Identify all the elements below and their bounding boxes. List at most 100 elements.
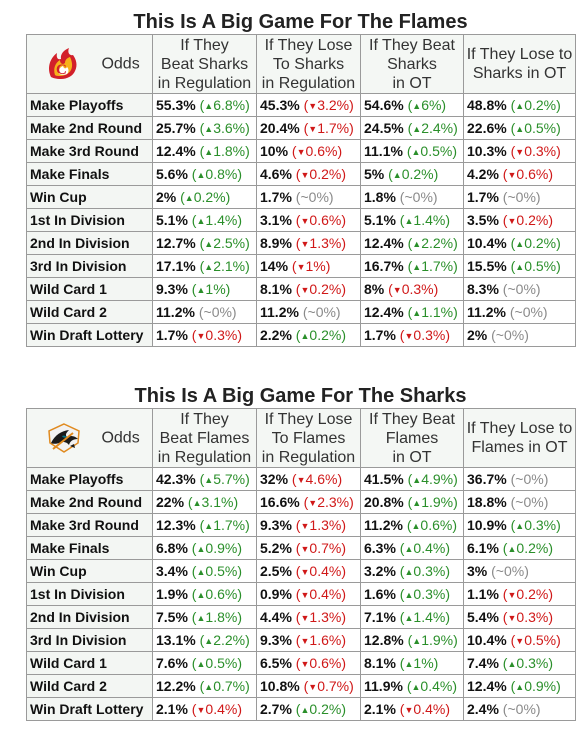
change-value: (▲0.5%) <box>506 120 561 136</box>
odds-cell: 12.8% (▲1.9%) <box>360 628 464 652</box>
change-amount: 0.3% <box>516 655 549 671</box>
change-amount: 0.2% <box>516 212 549 228</box>
tilde-icon: ~ <box>404 189 413 205</box>
tilde-icon: ~ <box>495 563 504 579</box>
tilde-icon: ~ <box>495 327 504 343</box>
triangle-down-icon: ▼ <box>300 613 310 623</box>
odds-cell: 12.4% (▲0.9%) <box>463 674 576 698</box>
change-value: (▲1%) <box>395 655 439 671</box>
triangle-down-icon: ▼ <box>507 613 517 623</box>
odds-cell: 6.8% (▲0.9%) <box>152 536 257 560</box>
change-value: (~0%) <box>498 701 541 717</box>
odds-value: 1.9% <box>156 586 188 602</box>
odds-cell: 22.6% (▲0.5%) <box>463 116 576 140</box>
triangle-down-icon: ▼ <box>404 331 414 341</box>
change-value: (▼3.2%) <box>299 97 354 113</box>
flames-section: This Is A Big Game For The Flames C Odds… <box>26 10 576 347</box>
table-row: Make Playoffs 55.3% (▲6.8%) 45.3% (▼3.2%) 5… <box>26 93 576 117</box>
triangle-up-icon: ▲ <box>507 659 517 669</box>
change-amount: 1.1% <box>421 304 454 320</box>
triangle-up-icon: ▲ <box>196 590 206 600</box>
row-label: 2nd In Division <box>26 231 153 255</box>
table-row: Make Finals 6.8% (▲0.9%) 5.2% (▼0.7%) 6.3% … <box>26 536 576 560</box>
change-amount: 0% <box>522 304 543 320</box>
odds-cell: 3.5% (▼0.2%) <box>463 208 576 232</box>
odds-cell: 55.3% (▲6.8%) <box>152 93 257 117</box>
tilde-icon: ~ <box>515 471 524 487</box>
triangle-up-icon: ▲ <box>515 239 525 249</box>
triangle-up-icon: ▲ <box>196 170 206 180</box>
change-value: (▼0.4%) <box>395 701 450 717</box>
change-value: (▲0.5%) <box>402 143 458 159</box>
change-value: (▼0.6%) <box>291 212 346 228</box>
row-label: 3rd In Division <box>26 628 153 652</box>
change-value: (▼0.2%) <box>498 586 553 602</box>
odds-value: 2.5% <box>260 563 292 579</box>
odds-cell: 10.4% (▲0.2%) <box>463 231 576 255</box>
change-amount: 0.6% <box>309 655 342 671</box>
table-row: Win Draft Lottery 2.1% (▼0.4%) 2.7% (▲0.2%… <box>26 697 576 721</box>
odds-cell: 1.6% (▲0.3%) <box>360 582 464 606</box>
odds-cell: 41.5% (▲4.9%) <box>360 467 464 491</box>
column-header: If They Beat Flames in OT <box>360 408 464 468</box>
table-row: Win Cup 3.4% (▲0.5%) 2.5% (▼0.4%) 3.2% (▲0.… <box>26 559 576 583</box>
odds-value: 12.2% <box>156 678 196 694</box>
odds-value: 6.5% <box>260 655 292 671</box>
triangle-down-icon: ▼ <box>308 498 318 508</box>
odds-cell: 4.2% (▼0.6%) <box>463 162 576 186</box>
odds-table: Odds If They Beat Flames in Regulation If … <box>26 408 576 721</box>
change-amount: 1% <box>413 655 434 671</box>
odds-cell: 5.1% (▲1.4%) <box>360 208 464 232</box>
change-value: (▲1.9%) <box>403 632 458 648</box>
change-amount: 1% <box>205 281 226 297</box>
triangle-up-icon: ▲ <box>515 682 525 692</box>
change-amount: 3.6% <box>213 120 246 136</box>
odds-cell: 5% (▲0.2%) <box>360 162 464 186</box>
change-amount: 0% <box>523 494 544 510</box>
change-amount: 2.4% <box>421 120 454 136</box>
odds-value: 3.2% <box>364 563 396 579</box>
change-value: (~0%) <box>291 189 334 205</box>
table-row: Make Finals 5.6% (▲0.8%) 4.6% (▼0.2%) 5% (▲… <box>26 162 576 186</box>
change-value: (▼0.3%) <box>187 327 242 343</box>
odds-value: 11.2% <box>364 517 403 533</box>
triangle-up-icon: ▲ <box>196 613 206 623</box>
odds-cell: 9.3% (▼1.3%) <box>256 513 361 537</box>
triangle-up-icon: ▲ <box>515 262 525 272</box>
odds-cell: 1.8% (~0%) <box>360 185 464 209</box>
change-amount: 0.6% <box>305 143 338 159</box>
triangle-down-icon: ▼ <box>308 124 318 134</box>
odds-cell: 36.7% (~0%) <box>463 467 576 491</box>
odds-cell: 7.5% (▲1.8%) <box>152 605 257 629</box>
tilde-icon: ~ <box>300 189 309 205</box>
triangle-down-icon: ▼ <box>300 170 310 180</box>
change-value: (▲0.8%) <box>187 166 242 182</box>
triangle-up-icon: ▲ <box>196 216 206 226</box>
triangle-up-icon: ▲ <box>412 636 422 646</box>
table-row: Wild Card 1 9.3% (▲1%) 8.1% (▼0.2%) 8% (▼0.… <box>26 277 576 301</box>
change-value: (▲3.6%) <box>195 120 250 136</box>
odds-cell: 45.3% (▼3.2%) <box>256 93 361 117</box>
odds-value: 12.4% <box>156 143 196 159</box>
table-row: Win Cup 2% (▲0.2%) 1.7% (~0%) 1.8% (~0%) 1.7… <box>26 185 576 209</box>
odds-value: 1.8% <box>364 189 396 205</box>
odds-cell: 7.4% (▲0.3%) <box>463 651 576 675</box>
change-amount: 0.9% <box>205 540 238 556</box>
change-value: (▼1.7%) <box>299 120 354 136</box>
change-amount: 0.6% <box>205 586 238 602</box>
change-value: (▲6%) <box>403 97 447 113</box>
change-value: (▲0.6%) <box>187 586 242 602</box>
odds-value: 10.4% <box>467 235 507 251</box>
change-amount: 1.4% <box>413 609 446 625</box>
triangle-down-icon: ▼ <box>300 544 310 554</box>
change-amount: 1.7% <box>213 517 246 533</box>
change-value: (▼0.6%) <box>288 143 343 159</box>
change-amount: 0.3% <box>401 281 434 297</box>
change-amount: 0% <box>412 189 433 205</box>
odds-value: 10.4% <box>467 632 507 648</box>
odds-value: 6.8% <box>156 540 188 556</box>
change-amount: 0.2% <box>524 97 557 113</box>
odds-cell: 48.8% (▲0.2%) <box>463 93 576 117</box>
change-value: (▼0.4%) <box>291 586 346 602</box>
change-amount: 0% <box>503 563 525 579</box>
